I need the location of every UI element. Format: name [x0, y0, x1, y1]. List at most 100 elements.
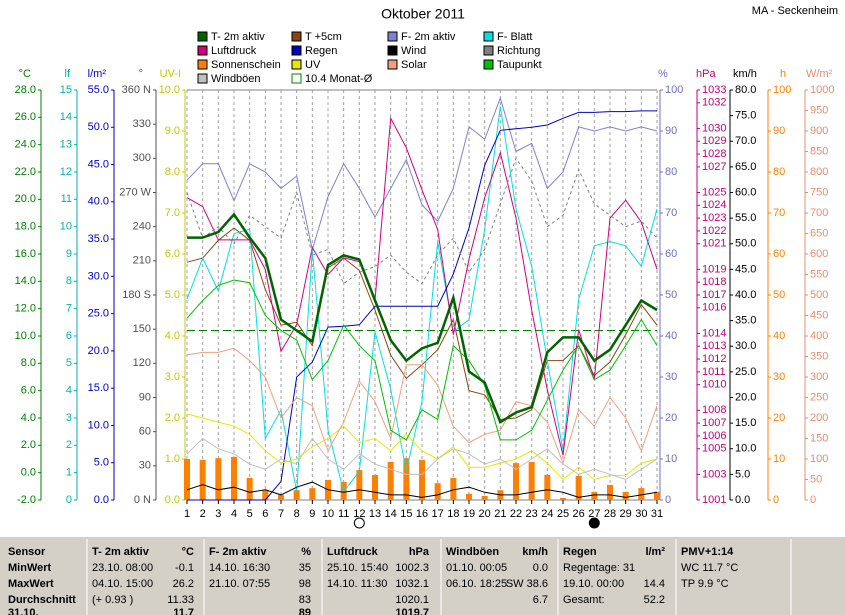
row-label: MaxWert — [8, 578, 54, 590]
x-tick-label: 16 — [416, 508, 428, 520]
legend-label: UV — [305, 59, 321, 71]
y-tick-label: 1017 — [702, 289, 726, 301]
cell-value: -0.1 — [175, 562, 194, 574]
bar — [544, 474, 551, 500]
y-tick-label: 55.0 — [735, 212, 756, 224]
y-tick-label: -2.0 — [17, 494, 36, 506]
y-tick-label: 330 — [133, 118, 151, 130]
x-tick-label: 4 — [231, 508, 237, 520]
cell-text: 04.10. 15:00 — [92, 578, 153, 590]
x-tick-label: 24 — [541, 508, 553, 520]
x-tick-label: 9 — [309, 508, 315, 520]
y-tick-label: 500 — [810, 289, 828, 301]
y-tick-label: 1001 — [702, 494, 726, 506]
cell-value: 1019.7 — [395, 607, 429, 615]
y-tick-label: 65.0 — [735, 161, 756, 173]
series-line — [186, 481, 658, 498]
axis-label: h — [780, 68, 786, 80]
y-tick-label: 270 W — [119, 186, 151, 198]
x-tick-label: 12 — [353, 508, 365, 520]
cell-text: TP 9.9 °C — [681, 578, 729, 590]
legend-swatch — [291, 73, 302, 84]
section-unit: km/h — [522, 546, 548, 558]
y-tick-label: 90 — [139, 391, 151, 403]
y-tick-label: 30 — [773, 371, 785, 383]
y-tick-label: 15.0 — [735, 417, 756, 429]
series-line — [186, 413, 658, 481]
y-tick-label: 450 — [810, 309, 828, 321]
section-unit: l/m² — [645, 546, 665, 558]
legend-label: Regen — [305, 45, 337, 57]
y-tick-label: 100 — [810, 453, 828, 465]
axis-label: ° — [139, 68, 143, 80]
y-tick-label: 1010 — [702, 379, 726, 391]
y-tick-label: 1032 — [702, 97, 726, 109]
axis-label: km/h — [733, 68, 757, 80]
y-tick-label: 300 — [810, 371, 828, 383]
x-tick-label: 29 — [620, 508, 632, 520]
y-tick-label: 300 — [133, 152, 151, 164]
y-tick-label: 18.0 — [15, 221, 36, 233]
y-tick-label: 1019 — [702, 263, 726, 275]
legend-label: Luftdruck — [211, 45, 257, 57]
y-tick-label: 11 — [61, 193, 72, 205]
x-tick-label: 7 — [278, 508, 284, 520]
y-tick-label: 700 — [810, 207, 828, 219]
bar — [466, 493, 472, 500]
y-tick-label: 28.0 — [15, 84, 36, 96]
y-tick-label: 350 — [810, 350, 828, 362]
y-tick-label: 10 — [60, 221, 72, 233]
y-tick-label: 0.0 — [21, 467, 36, 479]
y-tick-label: 35.0 — [735, 315, 756, 327]
y-tick-label: 12.0 — [15, 303, 36, 315]
y-tick-label: 8 — [66, 275, 72, 287]
cell-text: 06.10. 18:25 — [446, 578, 507, 590]
y-tick-label: 240 — [133, 221, 151, 233]
axis-label: °C — [19, 68, 31, 80]
x-tick-label: 18 — [447, 508, 459, 520]
y-tick-label: 0 — [665, 494, 671, 506]
bar — [591, 491, 598, 500]
y-tick-label: 10.0 — [15, 330, 36, 342]
y-tick-label: 1025 — [702, 186, 726, 198]
y-tick-label: 200 — [810, 412, 828, 424]
cell-value: 1020.1 — [395, 594, 429, 606]
y-tick-label: 5.0 — [165, 289, 180, 301]
cell-text: (+ 0.93 ) — [92, 594, 133, 606]
legend-swatch — [197, 73, 208, 84]
y-tick-label: 1003 — [702, 468, 726, 480]
legend-label: F- 2m aktiv — [401, 31, 456, 43]
bar — [403, 458, 410, 500]
y-tick-label: 20 — [665, 412, 677, 424]
y-tick-label: 10.0 — [735, 443, 756, 455]
y-tick-label: 10.0 — [88, 419, 109, 431]
x-tick-label: 19 — [463, 508, 475, 520]
x-tick-label: 1 — [184, 508, 190, 520]
y-tick-label: 10 — [773, 453, 785, 465]
legend-swatch — [291, 31, 302, 42]
legend-label: T +5cm — [305, 31, 342, 43]
y-tick-label: 0.0 — [735, 494, 750, 506]
y-tick-label: 25.0 — [88, 308, 109, 320]
bar — [528, 461, 535, 500]
y-tick-label: 1028 — [702, 148, 726, 160]
legend-label: F- Blatt — [497, 31, 532, 43]
section-unit: % — [301, 546, 311, 558]
x-tick-label: 15 — [400, 508, 412, 520]
x-tick-label: 13 — [369, 508, 381, 520]
cell-value: 11.33 — [167, 594, 194, 606]
x-tick-label: 11 — [338, 508, 349, 520]
cell-value: 1002.3 — [395, 562, 429, 574]
y-tick-label: 1022 — [702, 225, 726, 237]
y-tick-label: 1030 — [702, 122, 726, 134]
series-line — [186, 157, 658, 285]
series-line — [187, 212, 658, 424]
y-tick-label: 60 — [773, 248, 785, 260]
y-tick-label: 150 — [810, 432, 828, 444]
bar — [560, 497, 566, 500]
cell-value: 6.7 — [533, 594, 548, 606]
y-tick-label: 35.0 — [88, 233, 109, 245]
y-tick-label: 1029 — [702, 135, 726, 147]
y-tick-label: 1027 — [702, 161, 726, 173]
y-tick-label: 1012 — [702, 353, 726, 365]
